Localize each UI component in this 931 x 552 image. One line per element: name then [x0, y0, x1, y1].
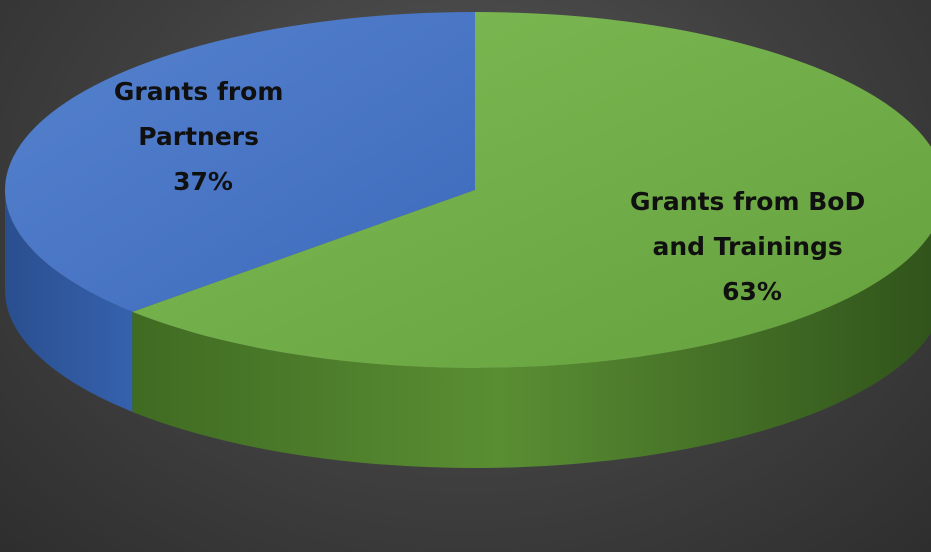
slice-percent-bod: 63% [722, 277, 782, 306]
slice-label-partners-line2: Partners [138, 122, 259, 151]
slice-top-partners [4, 12, 475, 312]
slice-label-partners: Grants from Partners 37% [114, 77, 292, 196]
slice-top-bod [132, 12, 931, 368]
slice-side-bod [132, 232, 931, 468]
slice-label-bod: Grants from BoD and Trainings 63% [630, 187, 874, 306]
slice-side-partners [4, 190, 133, 412]
slice-label-partners-line1: Grants from [114, 77, 283, 106]
slice-label-bod-line2: and Trainings [652, 232, 842, 261]
slice-percent-partners: 37% [173, 167, 233, 196]
slice-label-bod-line1: Grants from BoD [630, 187, 865, 216]
